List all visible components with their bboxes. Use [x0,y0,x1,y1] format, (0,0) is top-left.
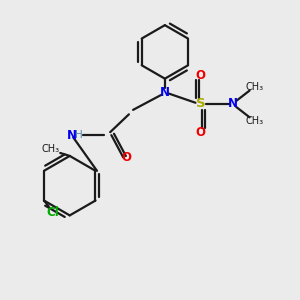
Text: N: N [160,85,170,98]
Text: O: O [196,69,206,82]
Text: Cl: Cl [46,206,59,219]
Text: O: O [196,126,206,139]
Text: CH₃: CH₃ [246,82,264,92]
Text: H: H [75,130,83,140]
Text: CH₃: CH₃ [246,116,264,126]
Text: N: N [67,129,76,142]
Text: N: N [228,98,238,110]
Text: S: S [196,98,205,110]
Text: O: O [121,151,131,164]
Text: CH₃: CH₃ [41,143,59,154]
